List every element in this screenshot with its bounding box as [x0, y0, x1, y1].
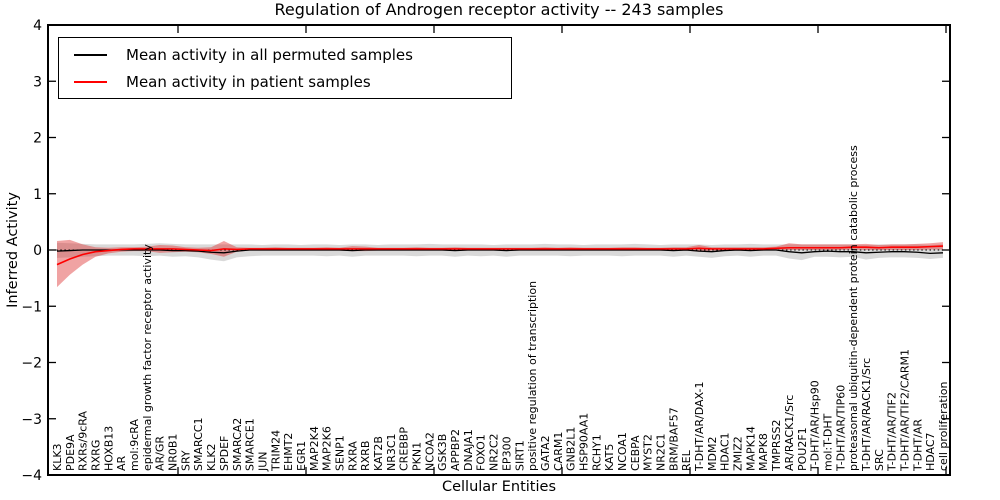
x-tick-label: CREBBP	[398, 427, 411, 471]
x-tick-label: PDE9A	[64, 434, 77, 471]
x-tick-label: HSP90AA1	[577, 413, 590, 471]
x-tick-label: EHMT2	[282, 433, 295, 471]
legend-entry-patient: Mean activity in patient samples	[59, 69, 511, 94]
permuted-confidence-band	[57, 242, 943, 262]
x-tick-label: NR3C1	[385, 433, 398, 471]
x-tick-label: RCHY1	[590, 434, 603, 471]
x-tick-label: CARM1	[552, 432, 565, 471]
legend-label-patient: Mean activity in patient samples	[126, 72, 371, 91]
y-tick-label: −3	[21, 412, 42, 428]
x-tick-label: AR/GR	[154, 436, 167, 471]
x-tick-label: KLK2	[205, 443, 218, 471]
x-tick-label: JUN	[256, 451, 269, 472]
x-tick-label: HOXB13	[102, 426, 115, 471]
x-tick-label: AR	[115, 455, 128, 471]
x-tick-label: APPBP2	[449, 429, 462, 471]
y-tick-label: −2	[21, 356, 42, 372]
x-tick-label: mol:T-DHT	[821, 413, 834, 471]
x-tick-label: ZMIZ2	[732, 436, 745, 471]
x-tick-label: T-DHT/AR/Hsp90	[809, 380, 822, 472]
x-tick-label: MDM2	[706, 437, 719, 471]
y-tick-label: 3	[33, 74, 42, 90]
x-tick-label: DNAJA1	[462, 429, 475, 471]
x-tick-label: GSK3B	[436, 434, 449, 471]
x-tick-label: SMARCC1	[192, 418, 205, 471]
x-tick-label: SIRT1	[513, 440, 526, 471]
x-tick-label: SRY	[179, 450, 192, 471]
x-axis-label: Cellular Entities	[441, 479, 557, 495]
x-tick-label: positive regulation of transcription	[526, 281, 539, 471]
y-tick-label: −4	[21, 468, 42, 484]
chart-title: Regulation of Androgen receptor activity…	[274, 0, 724, 19]
x-tick-label: MAP2K6	[321, 426, 334, 471]
x-tick-label: NR2C2	[488, 433, 501, 471]
x-tick-label: cell proliferation	[937, 381, 950, 471]
x-tick-label: EP300	[500, 436, 513, 471]
legend-line-patient-icon	[74, 80, 107, 83]
x-tick-label: HDAC1	[719, 432, 732, 471]
x-tick-label: MAPK14	[744, 426, 757, 471]
x-tick-label: NR0B1	[167, 434, 180, 471]
x-tick-label: AR/RACK1/Src	[783, 395, 796, 471]
x-tick-label: SMARCA2	[231, 418, 244, 471]
x-tick-label: BRM/BAF57	[667, 407, 680, 471]
y-tick-label: 1	[33, 187, 42, 203]
x-tick-label: T-DHT/AR/TIP60	[834, 385, 847, 472]
x-tick-label: HDAC7	[924, 432, 937, 471]
x-tick-label: TMPRSS2	[770, 420, 783, 472]
x-tick-label: EGR1	[295, 441, 308, 471]
x-tick-label: GATA2	[539, 435, 552, 471]
x-tick-label: SENP1	[333, 435, 346, 471]
legend: Mean activity in all permuted samples Me…	[58, 37, 512, 99]
x-tick-label: T-DHT/AR/TIF2/CARM1	[898, 349, 911, 472]
x-tick-label: T-DHT/AR/DAX-1	[693, 382, 706, 472]
x-tick-label: SRC	[873, 449, 886, 471]
x-tick-label: CEBPA	[629, 435, 642, 471]
y-tick-label: −1	[21, 299, 42, 315]
permuted-mean-line	[56, 249, 944, 255]
x-tick-label: MAP2K4	[308, 426, 321, 471]
x-tick-label: SMARCE1	[244, 418, 257, 471]
x-tick-label: PKN1	[411, 442, 424, 471]
x-tick-label: T-DHT/AR/TIF2	[886, 392, 899, 472]
plot-frame	[47, 24, 951, 476]
x-tick-label: GNB2L1	[565, 427, 578, 471]
x-tick-label: NR2C1	[655, 433, 668, 471]
x-tick-label: RXRG	[90, 440, 103, 471]
x-tick-label: POU2F1	[796, 427, 809, 471]
x-tick-label: T-DHT/AR	[911, 419, 924, 472]
x-tick-label: RXRA	[346, 441, 359, 471]
legend-entry-permuted: Mean activity in all permuted samples	[59, 42, 511, 67]
y-tick-label: 4	[33, 18, 42, 34]
x-tick-label: RXRs/9cRA	[77, 410, 90, 471]
x-tick-label: MAPK8	[757, 433, 770, 471]
x-tick-label: mol:9cRA	[128, 419, 141, 471]
x-tick-label: KAT5	[603, 444, 616, 471]
x-tick-label: FOXO1	[475, 434, 488, 471]
x-tick-label: NCOA2	[423, 432, 436, 471]
x-tick-label: T-DHT/AR/RACK1/Src	[860, 358, 873, 472]
x-tick-label: REL	[680, 449, 693, 471]
x-tick-label: RXRB	[359, 441, 372, 471]
legend-label-permuted: Mean activity in all permuted samples	[126, 45, 413, 64]
x-tick-label: TRIM24	[269, 430, 282, 472]
y-tick-label: 2	[33, 131, 42, 147]
x-tick-label: SPDEF	[218, 436, 231, 471]
legend-line-permuted-icon	[74, 53, 107, 56]
x-tick-label: KAT2B	[372, 436, 385, 471]
x-tick-label: KLK3	[51, 443, 64, 471]
y-tick-label: 0	[33, 243, 42, 259]
x-tick-label: epidermal growth factor receptor activit…	[141, 244, 154, 471]
patient-mean-line	[56, 245, 944, 266]
x-tick-label: NCOA1	[616, 432, 629, 471]
x-tick-label: proteasomal ubiquitin-dependent protein …	[847, 145, 860, 471]
x-tick-label: MYST2	[642, 434, 655, 471]
